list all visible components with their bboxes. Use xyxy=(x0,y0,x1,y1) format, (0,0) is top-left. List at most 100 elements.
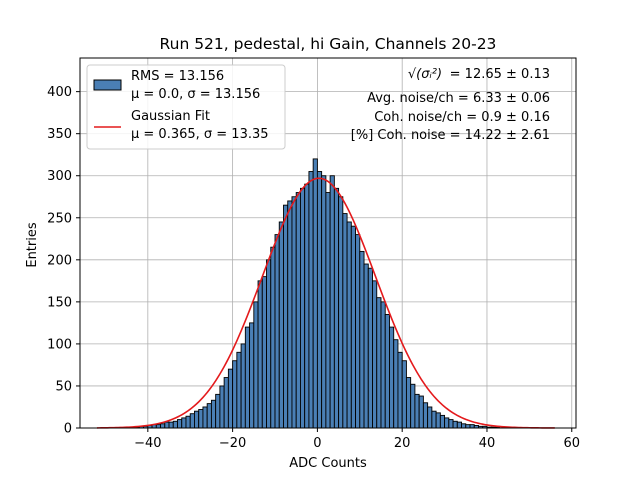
histogram-bar xyxy=(295,192,301,429)
y-tick-label: 150 xyxy=(47,295,72,310)
histogram-bar xyxy=(367,267,373,429)
sqrt-sigma-label: √(σᵢ²) xyxy=(408,67,442,82)
axis-ticks: −40 −20 0 20 40 60 0 50 100 150 200 250 300 350 400 xyxy=(47,85,580,451)
histogram-bar xyxy=(410,383,416,429)
histogram-bar xyxy=(155,424,161,429)
histogram-bar xyxy=(253,301,259,429)
histogram-bar xyxy=(397,351,403,429)
y-tick-label: 50 xyxy=(55,379,72,394)
histogram-bar xyxy=(299,187,306,429)
histogram-bar xyxy=(372,280,378,429)
histogram-bar xyxy=(431,410,437,429)
histogram-bar xyxy=(287,200,293,429)
histogram-bar xyxy=(185,415,191,429)
histogram-bar xyxy=(380,301,386,429)
histogram-bar xyxy=(461,423,467,429)
histogram-bars xyxy=(126,158,501,429)
histogram-bar xyxy=(444,417,450,429)
histogram-bar xyxy=(266,259,272,429)
histogram-bar xyxy=(469,424,475,429)
histogram-bar xyxy=(244,326,251,429)
histogram-bar xyxy=(249,322,255,429)
gaussian-fit-layer xyxy=(96,177,555,429)
histogram-bar xyxy=(232,360,238,429)
histogram-bar xyxy=(164,421,170,429)
histogram-bar xyxy=(376,297,382,429)
histogram-bar xyxy=(316,171,323,429)
histogram-bar xyxy=(389,326,395,429)
x-tick-label: −20 xyxy=(219,436,246,451)
legend-histogram-label: RMS = 13.156 xyxy=(131,69,224,84)
plot-frame xyxy=(79,57,577,429)
histogram-bar xyxy=(236,351,242,429)
histogram-bar xyxy=(456,421,462,429)
y-tick-label: 300 xyxy=(47,169,72,184)
legend: RMS = 13.156 μ = 0.0, σ = 13.156 Gaussia… xyxy=(86,64,286,150)
histogram-bar xyxy=(312,158,318,429)
histogram-bar xyxy=(172,420,178,429)
annotation-coh-pct: [%] Coh. noise = 14.22 ± 2.61 xyxy=(351,128,550,143)
histogram-bar xyxy=(414,393,420,429)
histogram-bar xyxy=(427,406,433,429)
histogram-bar xyxy=(308,171,314,429)
histogram-bar xyxy=(210,399,217,429)
histogram-bar xyxy=(257,280,263,429)
histogram-bar xyxy=(401,360,407,429)
histogram-bar xyxy=(405,377,412,429)
histogram-bar xyxy=(439,414,446,429)
histogram-bar xyxy=(160,423,166,429)
histogram-bar xyxy=(321,175,327,429)
histogram-bar xyxy=(278,221,284,429)
histogram-bar xyxy=(355,234,361,429)
x-axis-label: ADC Counts xyxy=(289,456,367,471)
annotation-avg-noise: Avg. noise/ch = 6.33 ± 0.06 xyxy=(367,91,550,106)
histogram-bar xyxy=(342,213,348,429)
histogram-bar xyxy=(338,196,344,429)
histogram-bar xyxy=(219,385,225,429)
sqrt-sigma-symbol: √(σᵢ²) xyxy=(408,67,442,82)
x-tick-label: 20 xyxy=(394,436,411,451)
histogram-bar xyxy=(261,276,267,429)
histogram-bar xyxy=(465,424,471,429)
histogram-bar xyxy=(435,412,441,429)
annotation-sigma-sq: = 12.65 ± 0.13 xyxy=(450,67,550,82)
x-tick-label: 0 xyxy=(313,436,321,451)
histogram-bar xyxy=(194,410,200,429)
legend-histogram-swatch xyxy=(93,79,122,91)
histogram-bar xyxy=(422,402,429,429)
histogram-bar xyxy=(363,263,369,429)
y-tick-label: 250 xyxy=(47,211,72,226)
histogram-bar xyxy=(346,221,352,429)
y-tick-label: 400 xyxy=(47,85,72,100)
y-tick-label: 350 xyxy=(47,127,72,142)
legend-histogram-stats: μ = 0.0, σ = 13.156 xyxy=(131,87,260,102)
stats-annotations: = 12.65 ± 0.13 √(σᵢ²) Avg. noise/ch = 6.… xyxy=(351,67,550,143)
histogram-bar xyxy=(168,421,174,429)
histogram-bar xyxy=(333,187,340,429)
histogram-bar xyxy=(448,419,454,429)
gaussian-fit-line xyxy=(96,177,555,429)
histogram-bar xyxy=(329,175,335,429)
histogram-bar xyxy=(223,377,229,429)
legend-fit-label: Gaussian Fit xyxy=(131,109,210,124)
y-axis-label: Entries xyxy=(25,222,40,268)
histogram-bar xyxy=(418,395,424,429)
chart-title: Run 521, pedestal, hi Gain, Channels 20-… xyxy=(160,35,497,53)
histogram-bar xyxy=(304,183,310,429)
histogram-bar xyxy=(206,403,212,429)
histogram-bar xyxy=(393,339,399,429)
y-tick-label: 200 xyxy=(47,253,72,268)
histogram-bar xyxy=(215,393,221,429)
histogram-bar xyxy=(350,225,357,429)
histogram-bar xyxy=(198,409,204,429)
histogram-bar xyxy=(227,368,234,429)
x-tick-label: 40 xyxy=(479,436,496,451)
grid xyxy=(80,58,576,429)
legend-frame xyxy=(86,64,286,150)
histogram-bar xyxy=(384,314,390,429)
histogram-bar xyxy=(202,406,208,429)
histogram-bar xyxy=(325,192,331,429)
histogram-bar xyxy=(177,419,183,429)
histogram-bar xyxy=(291,196,297,429)
